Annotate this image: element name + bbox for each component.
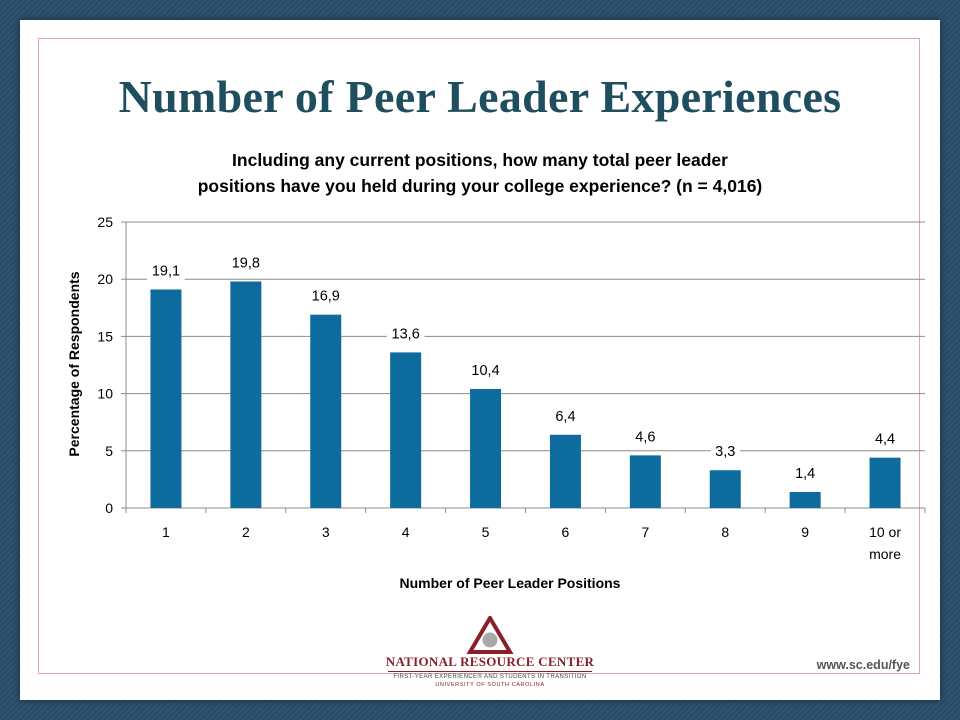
- slide-frame: [38, 38, 920, 674]
- data-label: 1,4: [795, 466, 815, 482]
- logo-institution: UNIVERSITY OF SOUTH CAROLINA: [435, 682, 545, 688]
- data-label: 16,9: [312, 289, 340, 305]
- y-tick-label: 0: [105, 500, 113, 516]
- y-tick-label: 5: [105, 443, 113, 459]
- data-label-background: [466, 360, 505, 381]
- y-axis-title: Percentage of Respondents: [66, 271, 82, 456]
- y-tick-label: 10: [97, 386, 113, 402]
- bar-10: [869, 457, 901, 508]
- bar-4: [390, 352, 422, 508]
- bar-7: [629, 455, 661, 508]
- bar-8: [709, 470, 741, 508]
- bar-6: [549, 434, 581, 508]
- bar-9: [789, 491, 821, 508]
- slide: Number of Peer Leader Experiences Includ…: [20, 20, 940, 700]
- logo-name: NATIONAL RESOURCE CENTER: [385, 654, 595, 669]
- data-label-background: [790, 462, 820, 483]
- data-label-background: [227, 252, 265, 273]
- data-label-background: [870, 428, 900, 449]
- chart-title-line: Including any current positions, how man…: [232, 150, 728, 170]
- y-tick-label: 25: [97, 214, 113, 230]
- data-label: 19,8: [232, 255, 260, 271]
- data-label-background: [147, 260, 185, 281]
- x-tick-label: 4: [402, 524, 410, 540]
- x-tick-label: 5: [482, 524, 490, 540]
- y-tick-label: 15: [97, 328, 113, 344]
- data-label-background: [630, 426, 660, 447]
- data-label-background: [306, 285, 345, 306]
- data-label: 10,4: [471, 363, 499, 379]
- x-tick-label: 8: [721, 524, 729, 540]
- logo-triangle-icon: [466, 616, 514, 654]
- x-tick-label: 10 or more: [869, 524, 901, 562]
- bar-1: [150, 289, 182, 508]
- data-label: 13,6: [392, 326, 420, 342]
- bar-3: [310, 314, 342, 508]
- x-tick-label: 3: [322, 524, 330, 540]
- x-tick-label: 1: [162, 524, 170, 540]
- bar-chart: Including any current positions, how man…: [66, 150, 926, 591]
- data-label: 3,3: [715, 444, 735, 460]
- data-label: 4,6: [635, 429, 655, 445]
- x-axis-title: Number of Peer Leader Positions: [400, 575, 621, 591]
- page-title: Number of Peer Leader Experiences: [118, 71, 842, 122]
- x-tick-label: 6: [562, 524, 570, 540]
- data-label: 19,1: [152, 263, 180, 279]
- logo-divider: [388, 671, 592, 672]
- bar-2: [230, 281, 262, 508]
- bar-5: [470, 389, 502, 508]
- logo-subtitle: FIRST-YEAR EXPERIENCE® AND STUDENTS IN T…: [393, 674, 587, 680]
- x-tick-label: 7: [641, 524, 649, 540]
- y-tick-label: 20: [97, 271, 113, 287]
- data-label: 4,4: [875, 432, 895, 448]
- x-tick-label: 9: [801, 524, 809, 540]
- footer-url[interactable]: www.sc.edu/fye: [816, 658, 910, 672]
- data-label: 6,4: [555, 409, 575, 425]
- x-tick-label: 2: [242, 524, 250, 540]
- data-label-background: [386, 323, 425, 344]
- logo-circle-icon: [482, 632, 498, 648]
- data-label-background: [550, 405, 581, 426]
- national-resource-center-logo: NATIONAL RESOURCE CENTER FIRST-YEAR EXPE…: [382, 616, 598, 696]
- data-label-background: [710, 441, 740, 462]
- chart-title-line: positions have you held during your coll…: [198, 176, 763, 196]
